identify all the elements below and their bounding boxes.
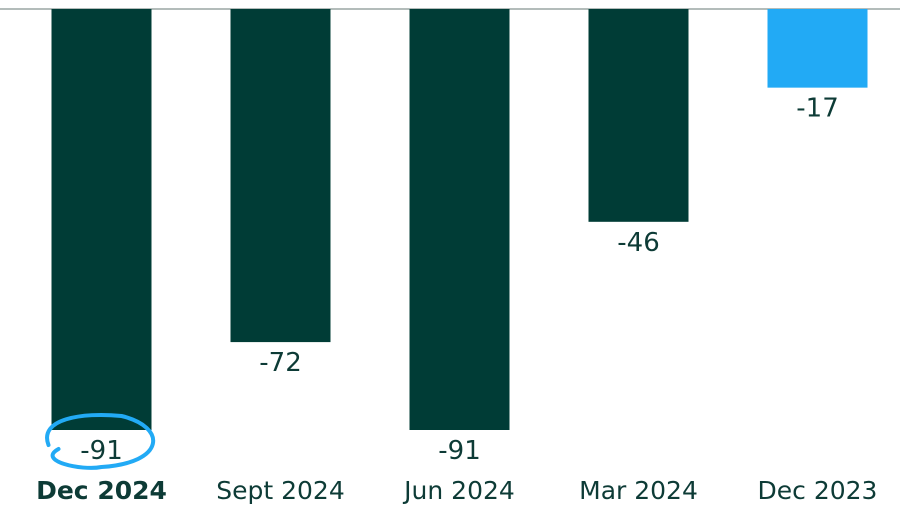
- bar: [588, 9, 689, 222]
- bar: [767, 9, 868, 88]
- bar: [51, 9, 152, 430]
- bar: [409, 9, 510, 430]
- x-tick-label: Dec 2024: [36, 476, 167, 505]
- x-tick-labels-layer: Dec 2024 Sept 2024 Jun 2024 Mar 2024 Dec 202…: [36, 476, 877, 505]
- x-tick-label: Jun 2024: [402, 476, 515, 505]
- bar: [230, 9, 331, 343]
- data-label: -17: [796, 94, 838, 124]
- data-label: -91: [438, 436, 480, 466]
- x-tick-label: Dec 2023: [758, 476, 878, 505]
- x-tick-label: Mar 2024: [579, 476, 698, 505]
- data-label: -72: [259, 348, 301, 378]
- bars-layer: [51, 9, 868, 430]
- data-label: -46: [617, 228, 659, 258]
- annotation-layer: [45, 412, 156, 470]
- value-labels-layer: -91 -72 -91 -46 -17: [80, 94, 838, 466]
- data-label: -91: [80, 436, 122, 466]
- x-tick-label: Sept 2024: [216, 476, 345, 505]
- highlight-circle-annotation: [45, 412, 156, 470]
